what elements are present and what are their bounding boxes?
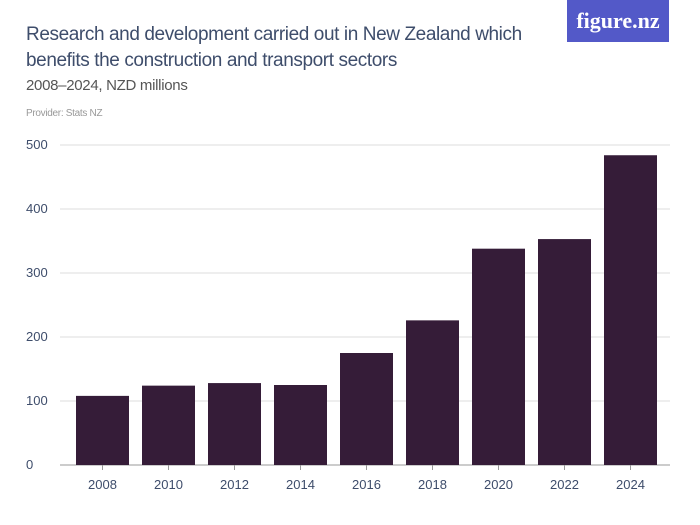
y-tick-label: 400 — [26, 201, 48, 216]
bar-2018 — [406, 320, 459, 465]
x-tick-label: 2008 — [88, 477, 117, 492]
x-tick-label: 2024 — [616, 477, 645, 492]
x-tick-label: 2010 — [154, 477, 183, 492]
y-tick-label: 300 — [26, 265, 48, 280]
y-tick-label: 500 — [26, 137, 48, 152]
bar-2020 — [472, 248, 525, 465]
bar-2012 — [208, 383, 261, 465]
bar-2008 — [76, 395, 129, 465]
x-tick-label: 2018 — [418, 477, 447, 492]
bar-2014 — [274, 385, 327, 465]
x-tick-label: 2020 — [484, 477, 513, 492]
chart-subtitle: 2008–2024, NZD millions — [26, 77, 188, 94]
y-tick-label: 0 — [26, 457, 33, 472]
y-tick-label: 200 — [26, 329, 48, 344]
bar-2016 — [340, 353, 393, 465]
x-tick-label: 2014 — [286, 477, 315, 492]
x-tick-label: 2016 — [352, 477, 381, 492]
y-tick-label: 100 — [26, 393, 48, 408]
bar-2010 — [142, 385, 195, 465]
chart-title: Research and development carried out in … — [26, 24, 522, 71]
x-tick-label: 2022 — [550, 477, 579, 492]
bar-2024 — [604, 155, 657, 466]
figure-nz-logo[interactable]: figure.nz — [567, 0, 669, 42]
x-tick-label: 2012 — [220, 477, 249, 492]
provider-label: Provider: Stats NZ — [26, 108, 103, 119]
bar-2022 — [538, 239, 591, 465]
